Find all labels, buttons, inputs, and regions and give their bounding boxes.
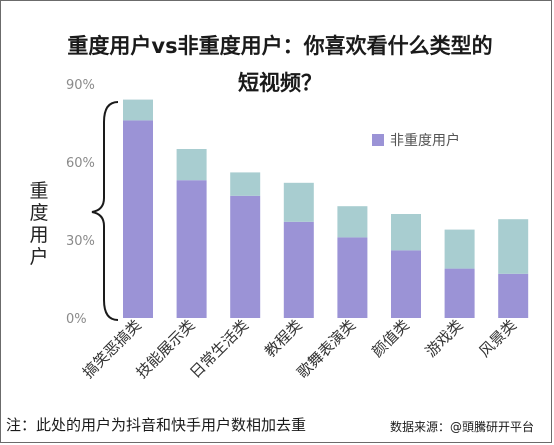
y-tick-label: 0%: [66, 312, 87, 327]
bar-segment-heavy: [230, 172, 261, 196]
bar-segment-non-heavy: [176, 180, 207, 318]
x-tick-label: 教程类: [261, 316, 306, 361]
x-tick-label: 游戏类: [422, 316, 467, 361]
legend-swatch: [372, 134, 384, 146]
y-axis-label: 重度用户: [29, 180, 49, 268]
bar-segment-non-heavy: [123, 120, 153, 319]
x-tick-label: 歌舞表演类: [293, 316, 359, 382]
x-tick-label: 风景类: [475, 316, 520, 361]
bar-segment-non-heavy: [337, 237, 368, 318]
y-tick-label: 90%: [66, 78, 95, 93]
footnote: 注：此处的用户为抖音和快手用户数相加去重: [6, 416, 307, 434]
bar-segment-heavy: [498, 219, 529, 274]
bar-segment-non-heavy: [498, 273, 529, 318]
bar-segment-heavy: [176, 149, 207, 181]
bar-segment-non-heavy: [444, 268, 475, 318]
bar-segment-heavy: [283, 182, 314, 222]
bar-segment-heavy: [391, 214, 421, 251]
y-tick-label: 30%: [66, 234, 95, 249]
axis-brace: [91, 101, 119, 321]
chart-title: 重度用户vs非重度用户：你喜欢看什么类型的短视频？: [67, 34, 493, 95]
bar-segment-non-heavy: [230, 195, 261, 318]
data-source: 数据来源：@頭騰研开平台: [390, 420, 535, 434]
bar-segment-heavy: [444, 229, 475, 269]
y-tick-label: 60%: [66, 156, 95, 171]
legend: 非重度用户: [372, 130, 460, 150]
bar-segment-heavy: [337, 206, 368, 238]
bar-segment-non-heavy: [283, 221, 314, 318]
bar-segment-non-heavy: [391, 250, 421, 318]
legend-label: 非重度用户: [390, 133, 460, 149]
x-tick-label: 日常生活类: [186, 316, 252, 382]
x-tick-label: 颜值类: [368, 316, 413, 361]
bar-segment-heavy: [123, 99, 153, 121]
